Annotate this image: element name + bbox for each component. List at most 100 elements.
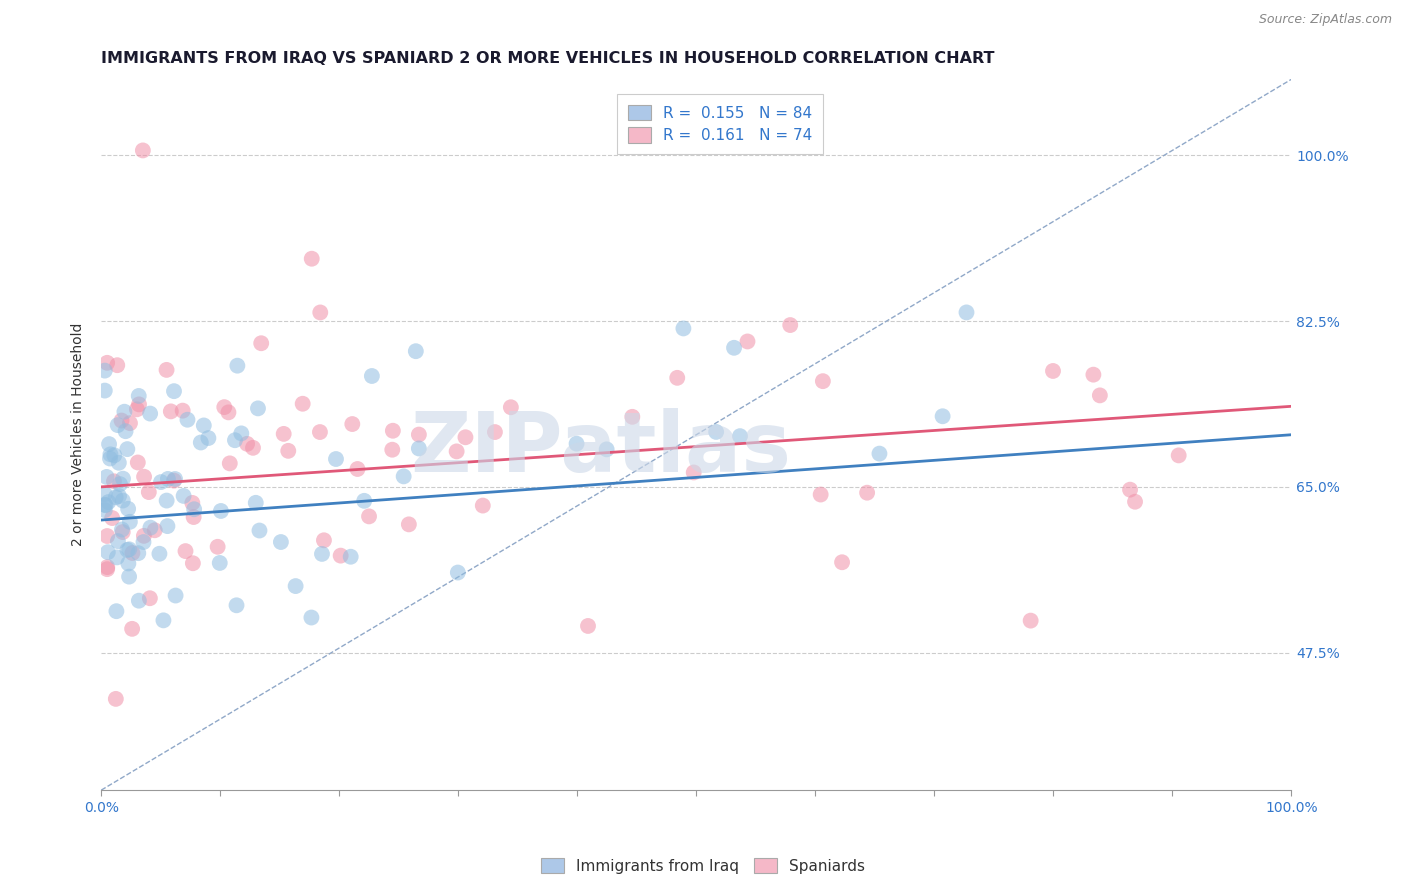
Immigrants from Iraq	[165, 589, 187, 603]
Immigrants from Iraq	[128, 593, 150, 607]
Spaniards	[1167, 449, 1189, 463]
Spaniards	[214, 400, 236, 414]
Immigrants from Iraq	[868, 447, 890, 461]
Immigrants from Iraq	[728, 429, 751, 443]
Spaniards	[132, 469, 155, 483]
Immigrants from Iraq	[723, 341, 745, 355]
Spaniards	[446, 444, 468, 458]
Immigrants from Iraq	[94, 498, 117, 512]
Spaniards	[96, 562, 118, 576]
Immigrants from Iraq	[98, 451, 121, 466]
Text: Source: ZipAtlas.com: Source: ZipAtlas.com	[1258, 13, 1392, 27]
Immigrants from Iraq	[226, 359, 249, 373]
Spaniards	[183, 510, 205, 524]
Immigrants from Iraq	[246, 401, 269, 416]
Immigrants from Iraq	[152, 613, 174, 627]
Spaniards	[1083, 368, 1105, 382]
Immigrants from Iraq	[208, 556, 231, 570]
Immigrants from Iraq	[139, 407, 162, 421]
Immigrants from Iraq	[408, 442, 430, 456]
Immigrants from Iraq	[94, 498, 117, 512]
Immigrants from Iraq	[117, 557, 139, 571]
Immigrants from Iraq	[107, 418, 129, 433]
Immigrants from Iraq	[565, 436, 588, 450]
Legend: Immigrants from Iraq, Spaniards: Immigrants from Iraq, Spaniards	[534, 852, 872, 880]
Spaniards	[172, 403, 194, 417]
Immigrants from Iraq	[955, 305, 977, 319]
Spaniards	[484, 425, 506, 439]
Spaniards	[408, 427, 430, 442]
Spaniards	[1123, 494, 1146, 508]
Spaniards	[329, 549, 352, 563]
Spaniards	[121, 622, 143, 636]
Immigrants from Iraq	[103, 448, 125, 462]
Immigrants from Iraq	[353, 493, 375, 508]
Immigrants from Iraq	[405, 344, 427, 359]
Spaniards	[454, 430, 477, 444]
Spaniards	[103, 475, 125, 489]
Immigrants from Iraq	[284, 579, 307, 593]
Spaniards	[127, 455, 149, 469]
Spaniards	[381, 442, 404, 457]
Immigrants from Iraq	[150, 475, 173, 489]
Immigrants from Iraq	[118, 542, 141, 557]
Spaniards	[139, 591, 162, 606]
Spaniards	[301, 252, 323, 266]
Immigrants from Iraq	[117, 543, 139, 558]
Spaniards	[682, 466, 704, 480]
Immigrants from Iraq	[94, 487, 117, 501]
Immigrants from Iraq	[231, 426, 253, 441]
Text: IMMIGRANTS FROM IRAQ VS SPANIARD 2 OR MORE VEHICLES IN HOUSEHOLD CORRELATION CHA: IMMIGRANTS FROM IRAQ VS SPANIARD 2 OR MO…	[101, 51, 994, 66]
Immigrants from Iraq	[156, 472, 179, 486]
Spaniards	[312, 533, 335, 548]
Spaniards	[160, 404, 183, 418]
Immigrants from Iraq	[704, 425, 727, 439]
Spaniards	[1042, 364, 1064, 378]
Y-axis label: 2 or more Vehicles in Household: 2 or more Vehicles in Household	[72, 323, 86, 547]
Immigrants from Iraq	[108, 477, 131, 491]
Immigrants from Iraq	[132, 535, 155, 549]
Spaniards	[309, 305, 332, 319]
Spaniards	[207, 540, 229, 554]
Spaniards	[96, 356, 118, 370]
Spaniards	[143, 523, 166, 537]
Immigrants from Iraq	[111, 493, 134, 508]
Spaniards	[499, 401, 522, 415]
Immigrants from Iraq	[94, 384, 117, 398]
Immigrants from Iraq	[183, 502, 205, 516]
Spaniards	[218, 456, 240, 470]
Spaniards	[346, 462, 368, 476]
Spaniards	[174, 544, 197, 558]
Spaniards	[576, 619, 599, 633]
Immigrants from Iraq	[105, 604, 128, 618]
Immigrants from Iraq	[176, 413, 198, 427]
Immigrants from Iraq	[117, 501, 139, 516]
Legend: R =  0.155   N = 84, R =  0.161   N = 74: R = 0.155 N = 84, R = 0.161 N = 74	[617, 94, 823, 153]
Spaniards	[110, 413, 132, 427]
Immigrants from Iraq	[97, 545, 120, 559]
Spaniards	[181, 496, 204, 510]
Immigrants from Iraq	[225, 599, 247, 613]
Immigrants from Iraq	[270, 535, 292, 549]
Immigrants from Iraq	[339, 549, 361, 564]
Immigrants from Iraq	[193, 418, 215, 433]
Immigrants from Iraq	[127, 546, 149, 560]
Immigrants from Iraq	[111, 472, 134, 486]
Immigrants from Iraq	[128, 389, 150, 403]
Immigrants from Iraq	[107, 534, 129, 549]
Immigrants from Iraq	[224, 434, 246, 448]
Immigrants from Iraq	[931, 409, 953, 424]
Immigrants from Iraq	[139, 521, 162, 535]
Immigrants from Iraq	[156, 493, 179, 508]
Spaniards	[621, 409, 644, 424]
Spaniards	[381, 424, 404, 438]
Spaniards	[357, 509, 380, 524]
Immigrants from Iraq	[595, 442, 617, 457]
Spaniards	[810, 487, 832, 501]
Immigrants from Iraq	[209, 504, 232, 518]
Spaniards	[1119, 483, 1142, 497]
Immigrants from Iraq	[360, 369, 382, 384]
Immigrants from Iraq	[111, 523, 134, 537]
Spaniards	[779, 318, 801, 332]
Immigrants from Iraq	[165, 472, 187, 486]
